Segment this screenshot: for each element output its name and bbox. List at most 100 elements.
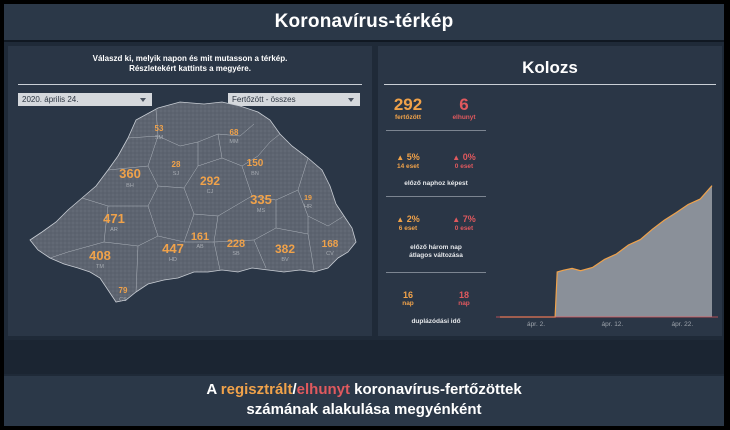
x-axis-ticks: ápr. 2. ápr. 12. ápr. 22. <box>527 321 693 328</box>
county-value-tm: 408 <box>89 248 111 263</box>
three-day-infected-pct: 2% <box>406 214 420 224</box>
deaths-total-label: elhunyt <box>452 114 476 121</box>
county-code-ms: MS <box>257 208 266 214</box>
three-day-deaths-cases: 0 eset <box>454 225 474 232</box>
chevron-down-icon <box>140 98 146 102</box>
county-code-sj: SJ <box>173 171 180 177</box>
county-code-sb: SB <box>232 251 240 257</box>
county-map: 53 SM 68 MM 28 SJ 150 BN 360 BH 292 CJ 3… <box>29 101 357 303</box>
chevron-down-icon <box>348 98 354 102</box>
county-value-cs: 79 <box>119 286 128 295</box>
infection-trend-chart: ápr. 2. ápr. 12. ápr. 22. <box>496 185 718 328</box>
divider <box>386 130 486 131</box>
county-code-cv: CV <box>326 251 334 257</box>
county-value-hd: 447 <box>162 241 184 256</box>
doubling-caption: duplázódási idő <box>411 318 461 325</box>
footer-slash: / <box>292 381 297 398</box>
deaths-total-value: 6 <box>459 95 469 114</box>
spacer-strip <box>4 340 724 374</box>
county-code-ab: AB <box>196 244 204 250</box>
footer-text-b: koronavírus-fertőzöttek <box>349 381 522 398</box>
county-value-bn: 150 <box>247 158 264 169</box>
divider <box>386 196 486 197</box>
dashboard-frame: Koronavírus-térkép Válaszd ki, melyik na… <box>4 4 724 426</box>
county-value-ab: 161 <box>191 231 209 243</box>
three-day-caption: előző három nap átlagos változása <box>384 244 488 260</box>
doubling-infected: 16 nap <box>384 290 432 308</box>
footer-registered: regisztrált <box>220 381 293 398</box>
county-value-bv: 382 <box>275 242 295 256</box>
doubling-deaths-unit: nap <box>458 300 470 307</box>
county-value-ms: 335 <box>250 192 272 207</box>
county-code-hd: HD <box>169 257 177 263</box>
county-code-bh: BH <box>126 183 134 189</box>
three-day-infected-cases: 6 eset <box>398 225 418 232</box>
county-value-sb: 228 <box>227 238 245 250</box>
county-value-bh: 360 <box>119 166 141 181</box>
county-title-divider <box>384 84 716 85</box>
county-code-cs: CS <box>119 297 127 303</box>
footer-deceased: elhunyt <box>296 381 350 398</box>
x-tick-label: ápr. 2. <box>527 321 545 328</box>
county-value-cj: 292 <box>200 174 220 188</box>
three-day-caption-line-1: előző három nap <box>410 244 462 251</box>
infected-total-label: fertőzött <box>395 114 421 121</box>
county-value-sj: 28 <box>172 160 181 169</box>
county-code-bn: BN <box>251 171 259 177</box>
arrow-up-icon: ▲ <box>452 153 461 162</box>
infected-total: 292 fertőzött <box>384 96 432 122</box>
county-title: Kolozs <box>522 58 578 77</box>
doubling-infected-unit: nap <box>402 300 414 307</box>
prev-day-deaths-cases: 0 eset <box>454 163 474 170</box>
footer-line-1: A regisztrált/elhunyt koronavírus-fertőz… <box>4 380 724 400</box>
county-value-ar: 471 <box>103 211 125 226</box>
three-day-infected: ▲ 2% 6 eset <box>384 214 432 233</box>
county-value-mm: 68 <box>230 128 239 137</box>
county-code-cj: CJ <box>207 189 214 195</box>
county-code-bv: BV <box>281 257 289 263</box>
county-value-hr: 19 <box>304 195 312 202</box>
prev-day-deaths-pct: 0% <box>462 152 476 162</box>
deaths-total: 6 elhunyt <box>440 96 488 122</box>
infected-total-value: 292 <box>393 95 423 114</box>
county-code-tm: TM <box>96 264 104 270</box>
infected-area <box>500 185 712 317</box>
prev-day-infected: ▲ 5% 14 eset <box>384 152 432 171</box>
arrow-up-icon: ▲ <box>396 153 405 162</box>
county-value-sm: 53 <box>155 124 164 133</box>
prev-day-infected-pct: 5% <box>406 152 420 162</box>
county-code-ar: AR <box>110 227 118 233</box>
doubling-infected-value: 16 <box>402 290 413 300</box>
prev-day-infected-cases: 14 eset <box>396 163 420 170</box>
metric-dropdown[interactable]: Fertőzött - összes <box>228 93 360 106</box>
county-labels[interactable]: 53 SM 68 MM 28 SJ 150 BN 360 BH 292 CJ 3… <box>89 124 339 303</box>
page-title: Koronavírus-térkép <box>4 4 724 42</box>
x-tick-label: ápr. 12. <box>602 321 624 328</box>
date-dropdown-value: 2020. április 24. <box>22 95 79 104</box>
instructions-divider <box>18 84 362 85</box>
divider <box>386 272 486 273</box>
three-day-caption-line-2: átlagos változása <box>409 252 463 259</box>
prev-day-deaths: ▲ 0% 0 eset <box>440 152 488 171</box>
county-code-sm: SM <box>155 135 164 141</box>
instructions-line-1: Válaszd ki, melyik napon és mit mutasson… <box>92 54 288 63</box>
prev-day-caption: előző naphoz képest <box>404 180 468 187</box>
three-day-deaths-pct: 7% <box>462 214 476 224</box>
country-outline <box>29 101 357 303</box>
metric-dropdown-value: Fertőzött - összes <box>232 95 296 104</box>
x-tick-label: ápr. 22. <box>671 321 693 328</box>
doubling-deaths-value: 18 <box>458 290 469 300</box>
county-detail-panel: Kolozs 292 fertőzött 6 elhunyt ▲ 5% 14 e… <box>378 46 722 336</box>
map-panel: Válaszd ki, melyik napon és mit mutasson… <box>8 46 372 336</box>
map-instructions: Válaszd ki, melyik napon és mit mutasson… <box>18 54 362 74</box>
instructions-line-2: Részletekért kattints a megyére. <box>129 64 251 73</box>
footer-line-2: számának alakulása megyénként <box>246 401 482 418</box>
county-borders <box>49 109 345 293</box>
county-value-cv: 168 <box>322 239 339 250</box>
arrow-up-icon: ▲ <box>396 215 405 224</box>
arrow-up-icon: ▲ <box>452 215 461 224</box>
date-dropdown[interactable]: 2020. április 24. <box>18 93 152 106</box>
footer-caption: A regisztrált/elhunyt koronavírus-fertőz… <box>4 376 724 426</box>
three-day-deaths: ▲ 7% 0 eset <box>440 214 488 233</box>
footer-text-a: A <box>206 381 221 398</box>
